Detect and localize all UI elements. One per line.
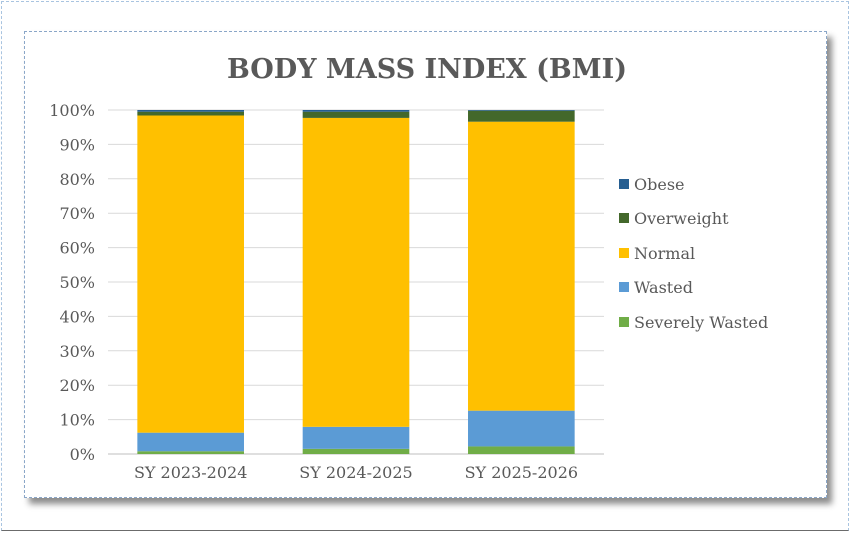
y-tick-label: 10% xyxy=(59,411,95,430)
bar-segment-wasted xyxy=(137,432,244,452)
bar-segment-overweight xyxy=(137,111,244,116)
legend-swatch xyxy=(619,213,629,223)
y-tick-label: 90% xyxy=(59,135,95,154)
legend-label: Severely Wasted xyxy=(634,313,768,332)
y-tick-label: 50% xyxy=(59,273,95,292)
y-tick-label: 100% xyxy=(49,101,95,120)
bar-segment-obese xyxy=(302,110,410,112)
y-tick-label: 70% xyxy=(59,204,95,223)
bar-segment-severely-wasted xyxy=(468,446,575,454)
legend-label: Normal xyxy=(634,244,695,263)
bar-segment-obese xyxy=(468,110,575,111)
bar-segment-normal xyxy=(137,115,244,433)
y-tick-label: 20% xyxy=(59,376,95,395)
legend-label: Overweight xyxy=(634,209,729,228)
legend-swatch xyxy=(619,282,629,292)
x-tick-label: SY 2024-2025 xyxy=(299,463,412,482)
legend-swatch xyxy=(619,248,629,258)
bar-segment-normal xyxy=(468,121,575,411)
y-tick-label: 60% xyxy=(59,239,95,258)
bar-segment-overweight xyxy=(468,110,575,122)
y-tick-label: 80% xyxy=(59,170,95,189)
chart-title: BODY MASS INDEX (BMI) xyxy=(227,54,627,85)
legend-label: Obese xyxy=(634,175,685,194)
bar-segment-wasted xyxy=(302,426,410,449)
y-tick-label: 0% xyxy=(70,445,95,464)
x-axis: SY 2023-2024 SY 2024-2025 SY 2025-2026 xyxy=(134,463,578,482)
x-tick-label: SY 2025-2026 xyxy=(465,463,578,482)
bar-segment-overweight xyxy=(302,111,410,118)
bar-segment-normal xyxy=(302,117,410,427)
bar-segment-wasted xyxy=(468,410,575,447)
legend-label: Wasted xyxy=(634,278,693,297)
legend-swatch xyxy=(619,317,629,327)
bars xyxy=(137,110,575,454)
y-tick-label: 30% xyxy=(59,342,95,361)
legend-swatch xyxy=(619,179,629,189)
bar-segment-obese xyxy=(137,110,244,112)
y-tick-label: 40% xyxy=(59,307,95,326)
y-axis: 0% 10% 20% 30% 40% 50% 60% 70% 80% 90% 100% xyxy=(49,101,95,464)
bar-segment-severely-wasted xyxy=(137,451,244,454)
x-tick-label: SY 2023-2024 xyxy=(134,463,247,482)
legend: Obese Overweight Normal Wasted Severely Wast… xyxy=(619,175,768,332)
bar-segment-severely-wasted xyxy=(302,448,410,454)
